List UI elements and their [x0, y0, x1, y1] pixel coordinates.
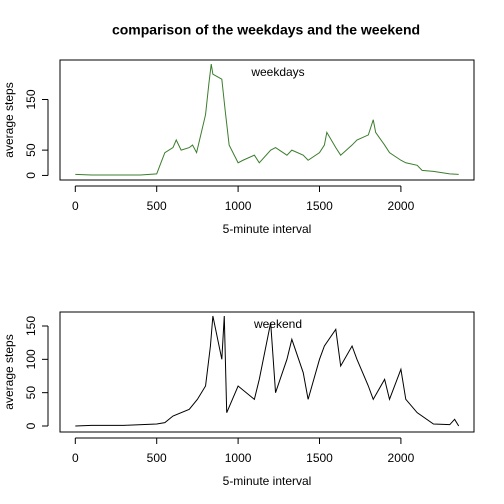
y-tick-label: 0: [24, 172, 38, 179]
y-tick-label: 100: [24, 349, 38, 369]
x-tick-label: 1000: [225, 451, 252, 465]
y-tick-label: 150: [24, 316, 38, 336]
data-line: [75, 315, 460, 427]
x-tick-label: 500: [147, 451, 167, 465]
x-tick-label: 0: [72, 199, 79, 213]
x-tick-label: 500: [147, 199, 167, 213]
y-axis-label: average steps: [2, 82, 16, 157]
x-tick-label: 1500: [306, 451, 333, 465]
x-tick-label: 1000: [225, 199, 252, 213]
y-tick-label: 150: [24, 89, 38, 109]
x-tick-label: 2000: [388, 451, 415, 465]
panel-label: weekend: [253, 317, 302, 331]
y-tick-label: 0: [24, 422, 38, 429]
panel-label: weekdays: [250, 65, 304, 79]
x-tick-label: 1500: [306, 199, 333, 213]
plot-box: [59, 59, 475, 181]
x-tick-label: 2000: [388, 199, 415, 213]
x-axis-label: 5-minute interval: [223, 222, 312, 236]
x-tick-label: 0: [72, 451, 79, 465]
y-tick-label: 50: [24, 386, 38, 400]
y-tick-label: 50: [24, 143, 38, 157]
data-line: [75, 63, 459, 176]
y-axis-label: average steps: [2, 334, 16, 409]
chart-title: comparison of the weekdays and the weeke…: [112, 22, 420, 38]
plot-box: [59, 311, 475, 433]
x-axis-label: 5-minute interval: [223, 474, 312, 488]
